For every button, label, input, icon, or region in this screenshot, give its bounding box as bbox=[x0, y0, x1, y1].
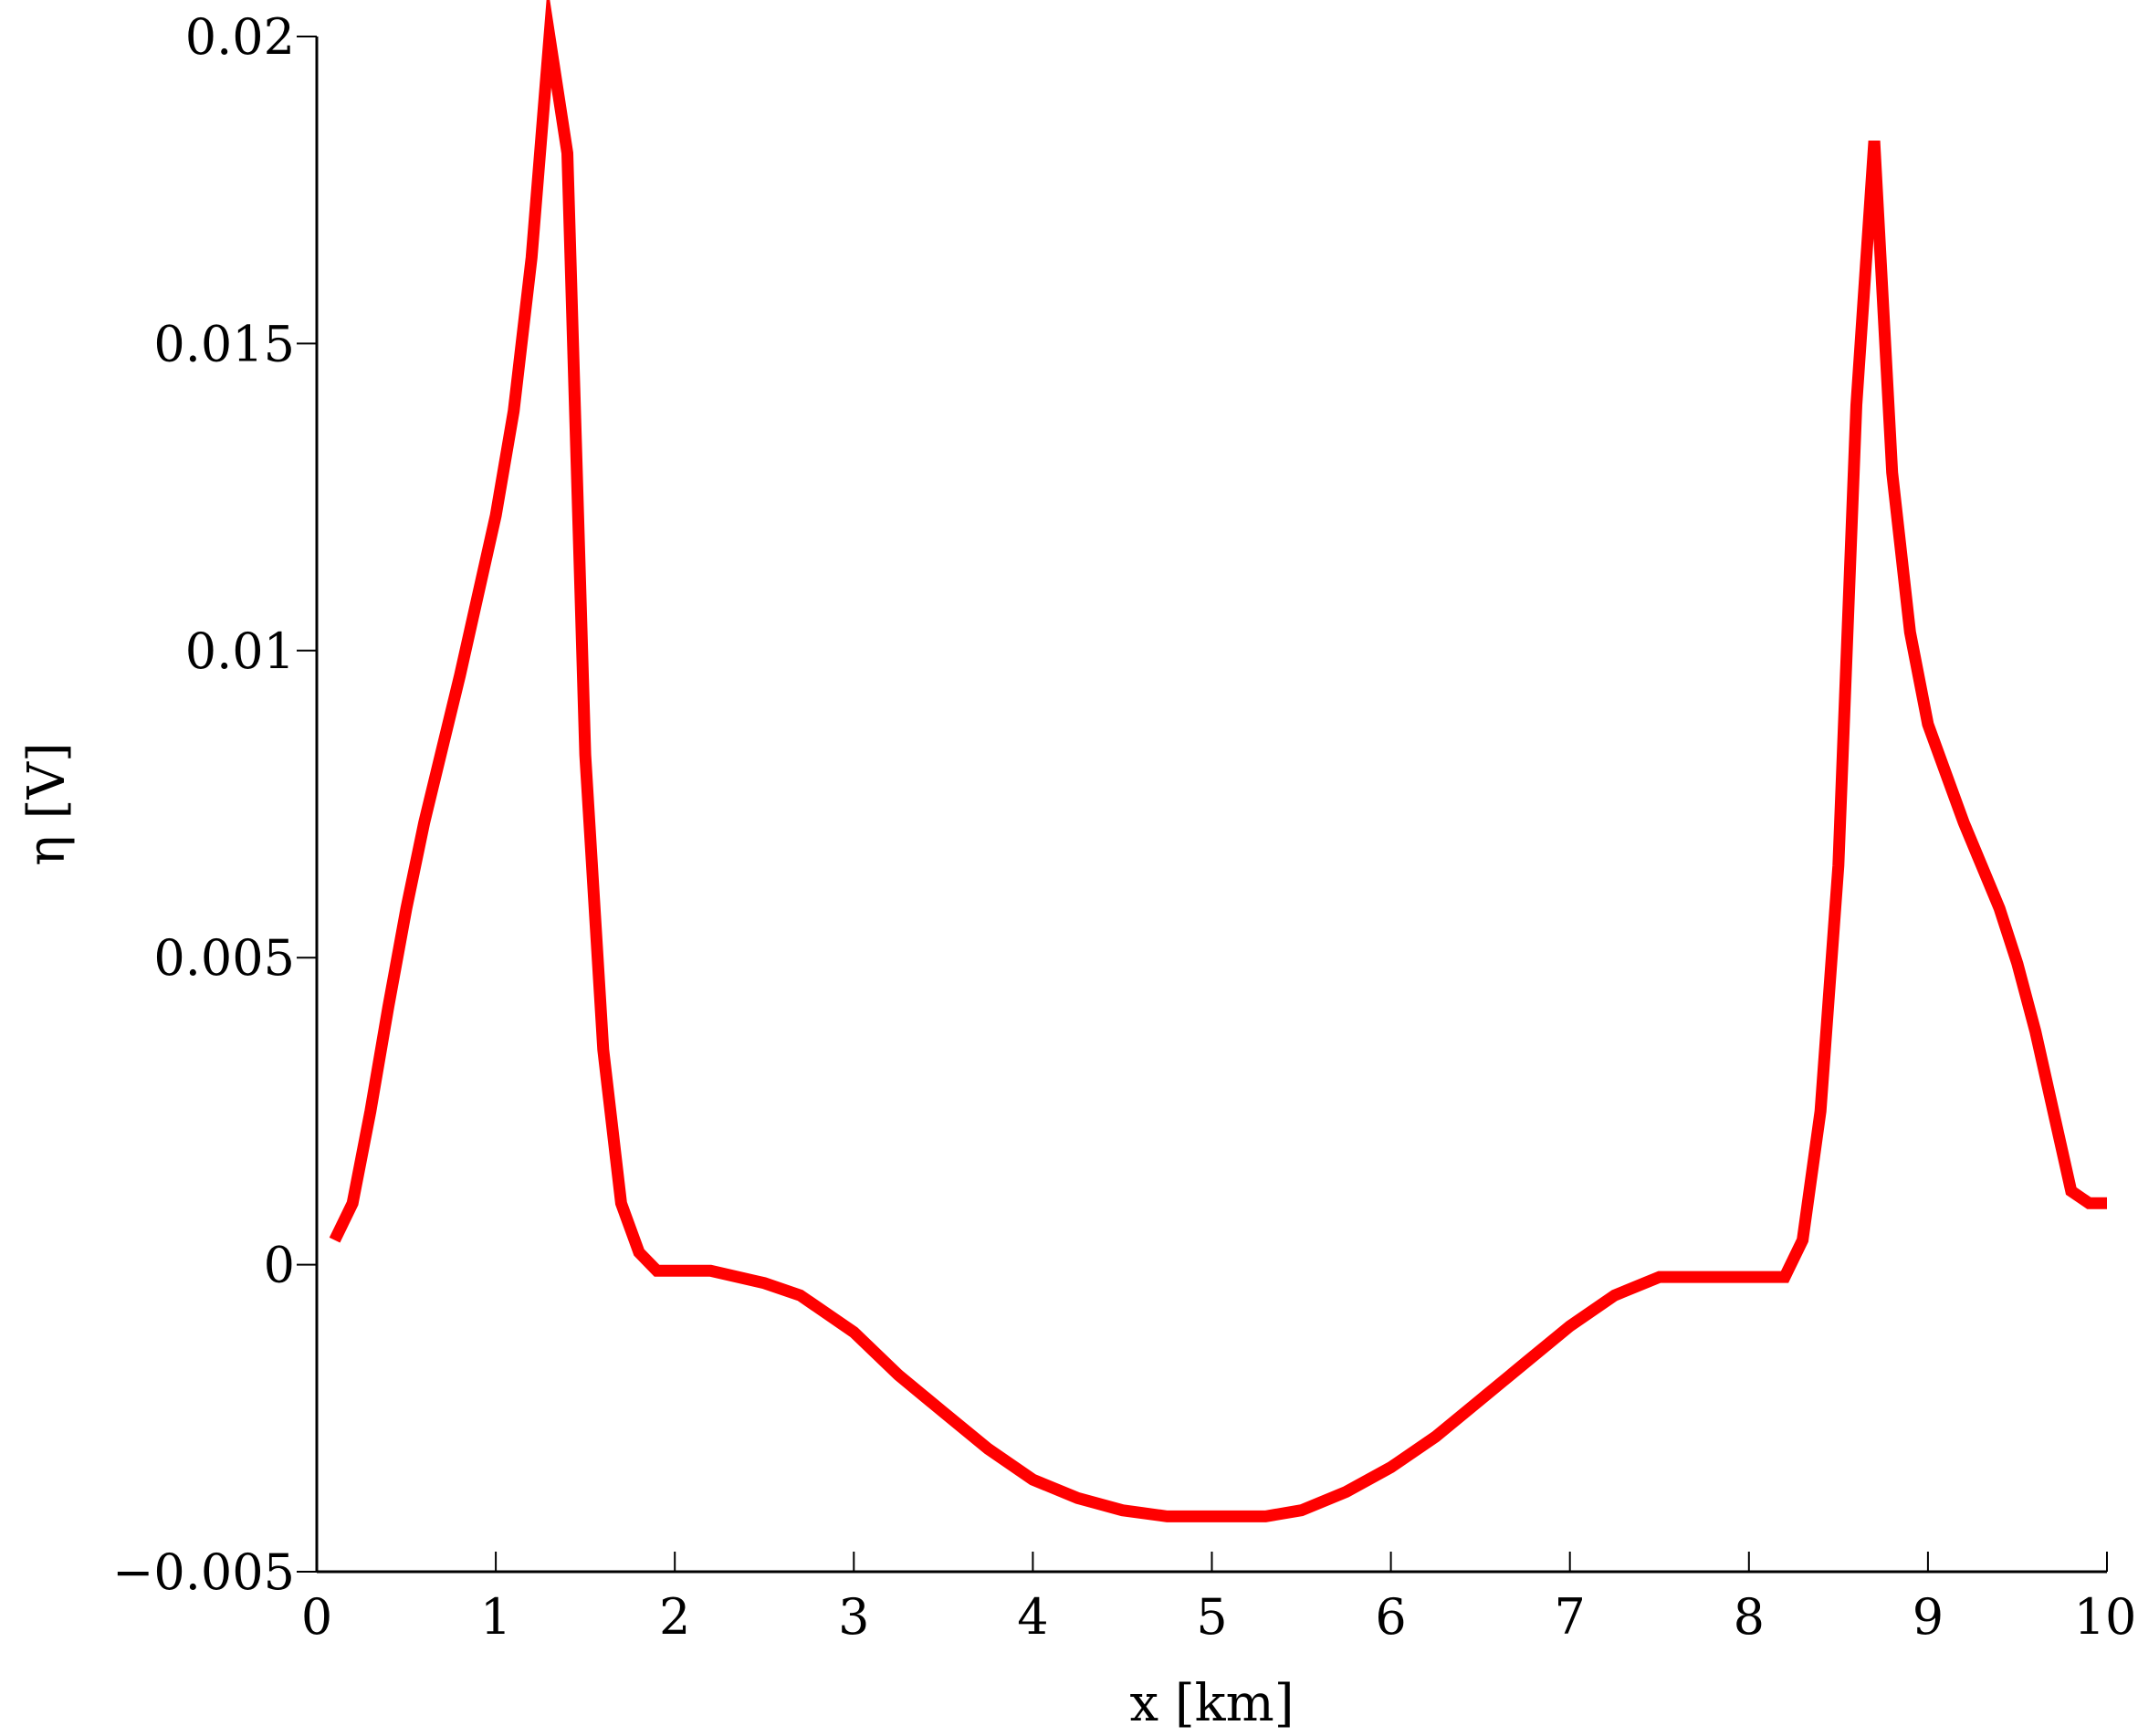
x-tick-label: 10 bbox=[2074, 1588, 2137, 1646]
x-axis-label: x [km] bbox=[1129, 1674, 1294, 1733]
x-tick-label: 8 bbox=[1734, 1588, 1765, 1646]
x-tick-label: 7 bbox=[1555, 1588, 1586, 1646]
y-axis-ticks: −0.005 0 0.005 0.01 0.015 0.02 bbox=[112, 8, 317, 1601]
x-tick-label: 0 bbox=[301, 1588, 332, 1646]
plot-area bbox=[329, 0, 2107, 1522]
x-tick-label: 9 bbox=[1913, 1588, 1944, 1646]
y-tick-label: 0.015 bbox=[153, 315, 295, 372]
y-tick-label: 0.005 bbox=[153, 929, 295, 987]
x-tick-label: 4 bbox=[1017, 1588, 1048, 1646]
y-tick-label: 0.01 bbox=[185, 622, 295, 680]
x-tick-label: 5 bbox=[1196, 1588, 1227, 1646]
x-tick-label: 6 bbox=[1375, 1588, 1406, 1646]
y-tick-label: −0.005 bbox=[112, 1543, 295, 1601]
x-tick-label: 3 bbox=[838, 1588, 869, 1646]
y-tick-label: 0 bbox=[264, 1237, 295, 1294]
y-axis-label: η [V] bbox=[17, 742, 77, 866]
y-tick-label: 0.02 bbox=[185, 8, 295, 66]
series-line-0 bbox=[329, 0, 2107, 1522]
x-axis-ticks: 0 1 2 3 4 5 6 7 8 9 10 bbox=[301, 1552, 2137, 1646]
x-tick-label: 1 bbox=[480, 1588, 511, 1646]
x-tick-label: 2 bbox=[659, 1588, 690, 1646]
